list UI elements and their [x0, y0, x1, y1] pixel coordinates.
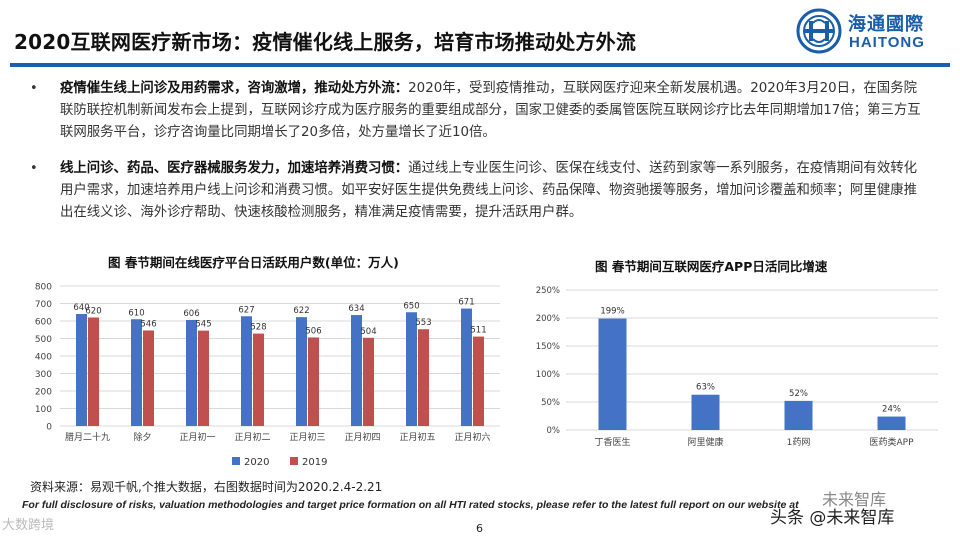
data-label: 199% — [600, 307, 624, 317]
bar-2020 — [76, 314, 87, 426]
bullet-lead: 疫情催生线上问诊及用药需求，咨询激增，推动处方外流： — [60, 81, 409, 96]
bar-2020 — [406, 312, 417, 426]
haitong-logo: 海通國際 HAITONG — [796, 6, 946, 56]
bar-2019 — [363, 337, 374, 426]
x-tick-label: 正月初二 — [234, 431, 270, 443]
data-label: 506 — [305, 326, 321, 336]
dau-bar-chart: 0100200300400500600700800640620腊月二十九6105… — [35, 283, 500, 468]
data-label: 650 — [403, 301, 419, 311]
legend-swatch-2019 — [290, 457, 298, 465]
y-tick-label: 100 — [35, 405, 52, 415]
bar-2019 — [473, 336, 484, 426]
bullet-text: 通过线上专业医生问诊、医保在线支付、送药到家等一系列服务，在疫情期间有效转化用户… — [60, 161, 917, 220]
watermark-left: 大数跨境 — [2, 518, 55, 533]
data-label: 52% — [789, 389, 808, 399]
bar-2020 — [131, 319, 142, 426]
legend-swatch-2020 — [232, 457, 240, 465]
y-tick-label: 600 — [35, 318, 52, 328]
bar-2019 — [253, 333, 264, 426]
y-tick-label: 0% — [547, 426, 561, 436]
y-tick-label: 150% — [536, 342, 560, 352]
bar-2020 — [461, 308, 472, 426]
page-number: 6 — [476, 522, 483, 535]
bar-2020 — [241, 316, 252, 426]
logo-text-en: HAITONG — [849, 34, 925, 51]
source-note: 资料来源：易观千帆,个推大数据，右图数据时间为2020.2.4-2.21 — [30, 480, 383, 494]
x-tick-label: 腊月二十九 — [65, 431, 110, 443]
y-tick-label: 500 — [35, 335, 52, 345]
page-title: 2020互联网医疗新市场：疫情催化线上服务，培育市场推动处方外流 — [14, 30, 637, 54]
y-tick-label: 250% — [536, 286, 560, 296]
data-label: 610 — [128, 308, 144, 318]
logo-text-cn: 海通國際 — [848, 14, 924, 35]
y-tick-label: 300 — [35, 370, 52, 380]
bar-2019 — [198, 330, 209, 426]
x-tick-label: 正月初一 — [179, 431, 215, 443]
bar — [691, 394, 720, 430]
x-tick-label: 正月初六 — [454, 431, 490, 443]
data-label: 24% — [882, 405, 901, 415]
legend-label: 2020 — [244, 457, 269, 468]
data-label: 634 — [348, 304, 364, 314]
watermark-right: 头条 @未来智库 — [770, 508, 895, 528]
bar-2020 — [296, 317, 307, 426]
x-tick-label: 除夕 — [133, 431, 151, 443]
bullet-marker: • — [30, 81, 38, 96]
data-label: 504 — [360, 327, 376, 337]
haitong-logo-icon — [796, 8, 842, 54]
x-tick-label: 正月初五 — [399, 431, 435, 443]
x-tick-label: 丁香医生 — [594, 436, 630, 448]
watermark-right-top: 未来智库 — [822, 490, 887, 509]
bar-2019 — [143, 330, 154, 426]
y-tick-label: 200% — [536, 314, 560, 324]
y-tick-label: 400 — [35, 353, 52, 363]
header-divider — [10, 63, 950, 67]
bar — [784, 400, 813, 430]
data-label: 640 — [73, 303, 89, 313]
y-tick-label: 100% — [536, 370, 560, 380]
bullet-marker: • — [30, 161, 38, 176]
y-tick-label: 0 — [46, 423, 52, 433]
y-tick-label: 800 — [35, 283, 52, 293]
y-tick-label: 50% — [541, 398, 560, 408]
y-tick-label: 200 — [35, 388, 52, 398]
data-label: 671 — [458, 298, 474, 308]
data-label: 620 — [85, 307, 101, 317]
bar-2020 — [351, 315, 362, 426]
data-label: 606 — [183, 309, 199, 319]
growth-bar-chart: 0% 50% 100% 150% 200% 250% 199% 丁香医生 63% 阿里健康 52% 1… — [536, 286, 938, 448]
y-tick-label: 700 — [35, 300, 52, 310]
data-label: 528 — [250, 323, 266, 333]
chart-title-dau: 图 春节期间在线医疗平台日活跃用户数(单位：万人) — [108, 255, 399, 270]
data-label: 546 — [140, 319, 156, 329]
legend-label: 2019 — [302, 457, 327, 468]
x-tick-label: 正月初三 — [289, 431, 325, 443]
data-label: 553 — [415, 318, 431, 328]
bar-2020 — [186, 319, 197, 426]
disclaimer-text: For full disclosure of risks, valuation … — [22, 499, 799, 511]
bar — [598, 318, 627, 430]
bar — [877, 416, 906, 430]
bar-2019 — [418, 329, 429, 426]
bullet-item-2: • 线上问诊、药品、医疗器械服务发力，加速培养消费习惯：通过线上专业医生问诊、医… — [30, 158, 930, 224]
data-label: 627 — [238, 305, 254, 315]
data-label: 511 — [470, 326, 486, 336]
bar-2019 — [88, 317, 99, 426]
bullet-item-1: • 疫情催生线上问诊及用药需求，咨询激增，推动处方外流：2020年，受到疫情推动… — [30, 78, 930, 144]
data-label: 63% — [696, 383, 715, 393]
chart-title-growth: 图 春节期间互联网医疗APP日活同比增速 — [595, 259, 828, 274]
x-tick-label: 正月初四 — [344, 431, 380, 443]
data-label: 545 — [195, 320, 211, 330]
x-tick-label: 医药类APP — [869, 436, 914, 448]
bullet-text: 2020年，受到疫情推动，互联网医疗迎来全新发展机遇。2020年3月20日，在国… — [60, 81, 921, 140]
bar-2019 — [308, 337, 319, 426]
data-label: 622 — [293, 306, 309, 316]
bullet-lead: 线上问诊、药品、医疗器械服务发力，加速培养消费习惯： — [60, 161, 409, 176]
x-tick-label: 1药网 — [787, 437, 811, 448]
x-tick-label: 阿里健康 — [687, 436, 723, 448]
